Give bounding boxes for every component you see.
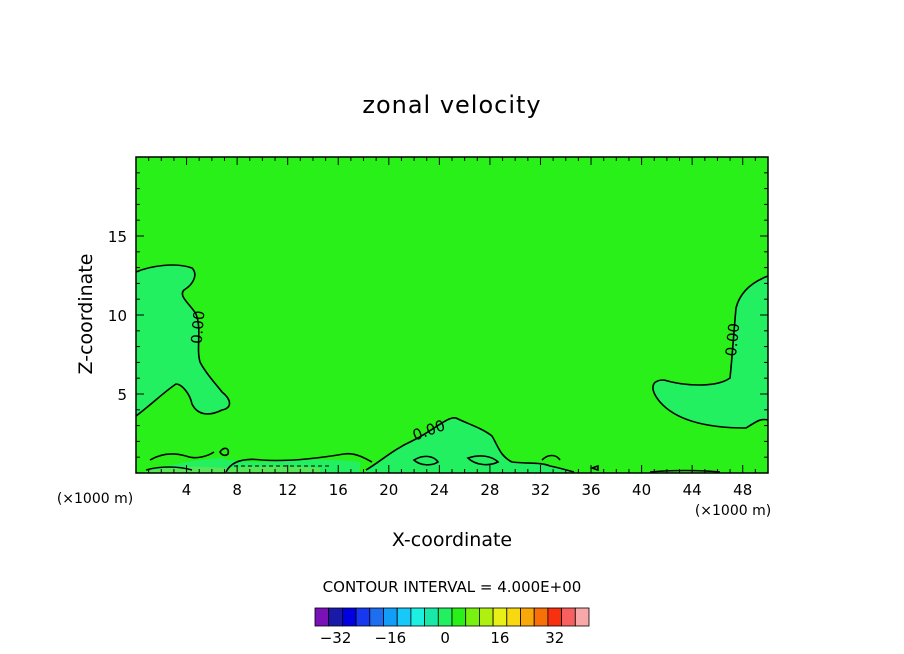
colorbar-swatch	[341, 607, 357, 627]
colorbar-swatch	[492, 607, 508, 627]
contour-line-4	[149, 451, 215, 461]
colorbar-swatch	[369, 607, 384, 627]
x-tick-label: 20	[379, 481, 398, 499]
x-tick-label: 8	[232, 481, 242, 499]
contour-line-10	[589, 464, 599, 472]
contour-label-3: 0.00	[722, 322, 743, 357]
x-tick-label: 12	[278, 481, 297, 499]
near-surface-region	[144, 466, 320, 472]
colorbar-swatch	[437, 607, 453, 627]
colorbar-tick-labels: −32 −16 0 16 32	[320, 629, 565, 647]
contour-line-3	[365, 417, 575, 473]
plot-area: 0.000.000.00	[135, 156, 769, 474]
colorbar-swatch	[383, 607, 398, 627]
chart-title: zonal velocity	[362, 91, 541, 119]
y-tick-label: 10	[108, 307, 127, 325]
colorbar-swatch	[465, 607, 480, 627]
colorbar-tick-label: 16	[490, 629, 509, 647]
x-tick-label: 44	[683, 481, 702, 499]
x-tick-label: 40	[632, 481, 651, 499]
weak-region-1	[136, 265, 230, 416]
y-tick-label: 15	[108, 228, 127, 246]
weak-region-2	[652, 276, 768, 428]
colorbar-tick-label: −32	[320, 629, 352, 647]
colorbar-tick-label: 0	[440, 629, 450, 647]
colorbar-caption: CONTOUR INTERVAL = 4.000E+00	[323, 578, 582, 596]
colorbar	[314, 607, 590, 627]
colorbar-swatch	[355, 607, 371, 627]
x-tick-labels: 4 8 12 16 20 24 28 32 36 40 44 48	[182, 481, 752, 499]
x-tick-label: 48	[733, 481, 752, 499]
x-unit-right: (×1000 m)	[695, 503, 771, 519]
axis-ticks	[136, 157, 768, 473]
colorbar-swatch	[424, 607, 439, 627]
contour-line-5	[225, 452, 373, 473]
x-tick-label: 32	[531, 481, 550, 499]
contour-line-7	[466, 455, 500, 466]
colorbar-swatch	[410, 607, 425, 627]
colorbar-swatch	[520, 607, 535, 627]
x-tick-label: 16	[329, 481, 348, 499]
x-tick-label: 24	[430, 481, 449, 499]
contour-line-8	[541, 454, 561, 461]
colorbar-swatch	[547, 607, 563, 627]
colorbar-swatch	[574, 607, 590, 627]
colorbar-swatch	[478, 607, 494, 627]
colorbar-tick-label: 32	[545, 629, 564, 647]
contour-line-11	[649, 469, 721, 473]
x-tick-label: 4	[182, 481, 192, 499]
y-tick-labels: 5 10 15	[108, 228, 127, 404]
contour-lines	[135, 264, 769, 473]
colorbar-swatch	[533, 607, 549, 627]
contour-line-2	[652, 275, 769, 429]
contour-label-1: 0.00	[188, 310, 209, 345]
colorbar-tick-label: −16	[375, 629, 407, 647]
contour-line-12	[145, 466, 193, 471]
colorbar-swatch	[396, 607, 412, 627]
x-tick-label: 36	[581, 481, 600, 499]
x-tick-label: 28	[480, 481, 499, 499]
y-axis-label: Z-coordinate	[75, 254, 97, 375]
y-tick-label: 5	[117, 386, 127, 404]
colorbar-swatch	[561, 607, 576, 627]
colorbar-swatch	[328, 607, 343, 627]
x-unit-left: (×1000 m)	[57, 491, 133, 507]
colorbar-swatch	[506, 607, 521, 627]
colorbar-swatch	[314, 607, 330, 627]
contour-line-1	[135, 264, 231, 417]
contour-line-6	[412, 455, 440, 466]
contour-line-9	[219, 447, 230, 457]
colorbar-swatch	[451, 607, 467, 627]
x-axis-label: X-coordinate	[392, 529, 512, 551]
